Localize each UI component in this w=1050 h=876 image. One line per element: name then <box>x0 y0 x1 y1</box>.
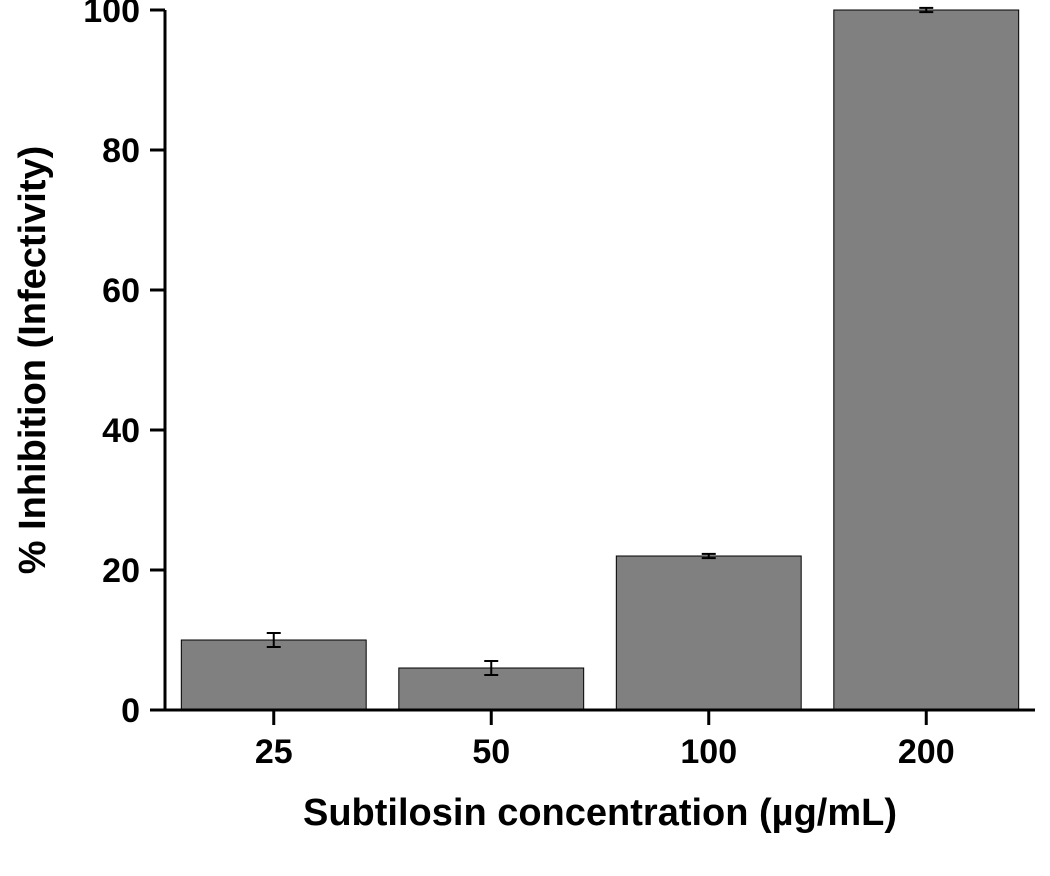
y-axis-title: % Inhibition (Infectivity) <box>12 146 54 575</box>
y-tick-label: 0 <box>121 692 140 730</box>
y-tick-label: 40 <box>102 412 140 450</box>
y-tick-label: 60 <box>102 272 140 310</box>
x-tick-label: 100 <box>680 733 737 771</box>
bar-200 <box>834 10 1019 710</box>
bar-25 <box>181 640 366 710</box>
y-tick-label: 100 <box>83 0 140 30</box>
x-axis-title: Subtilosin concentration (µg/mL) <box>303 792 897 834</box>
x-tick-label: 50 <box>472 733 510 771</box>
y-tick-label: 80 <box>102 132 140 170</box>
y-tick-label: 20 <box>102 552 140 590</box>
chart-svg: 0 20 40 60 80 100 25 50 100 200 % Inhibition (Infe… <box>0 0 1050 876</box>
bar-100 <box>616 556 801 710</box>
inhibition-chart: 0 20 40 60 80 100 25 50 100 200 % Inhibition (Infe… <box>0 0 1050 876</box>
x-tick-label: 200 <box>898 733 955 771</box>
x-tick-label: 25 <box>255 733 293 771</box>
